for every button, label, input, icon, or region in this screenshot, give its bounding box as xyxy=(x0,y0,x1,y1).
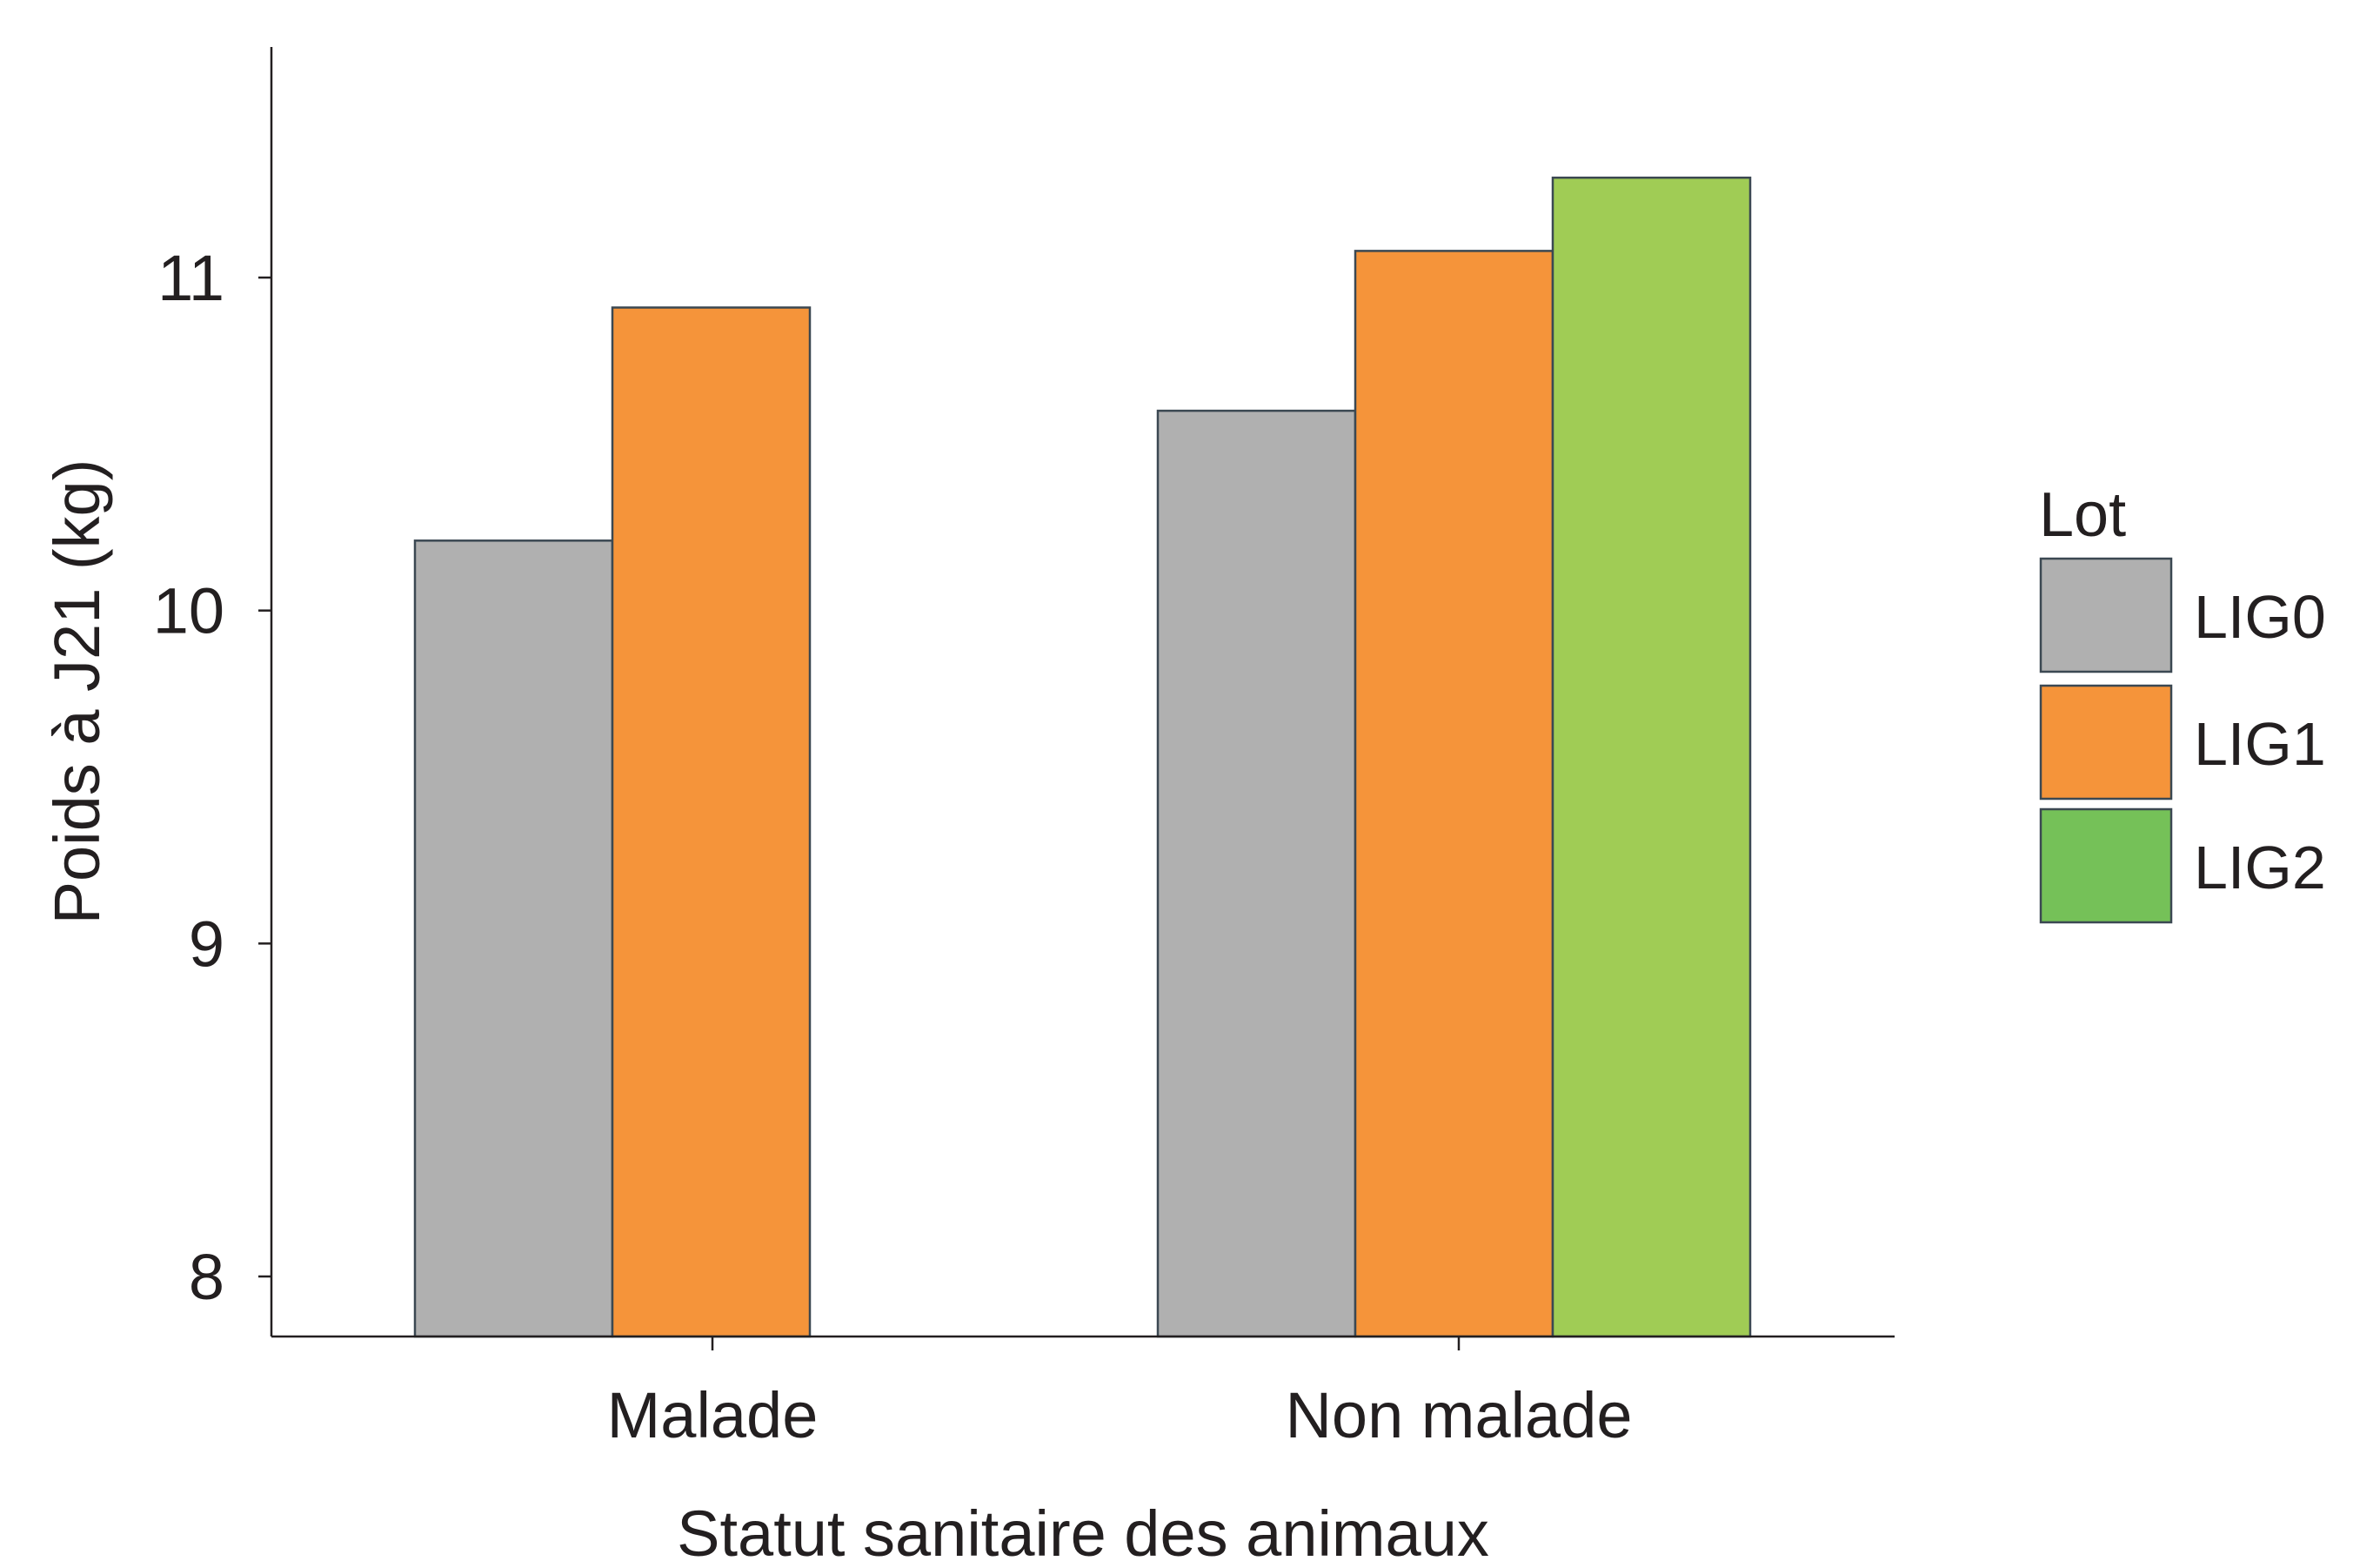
bar-lig1-non-malade xyxy=(1354,250,1554,1338)
legend-label-lig2: LIG2 xyxy=(2194,834,2326,901)
y-tick-label: 10 xyxy=(153,575,224,647)
bars-layer xyxy=(413,176,1752,1338)
legend-swatch-lig2 xyxy=(2039,807,2173,924)
bar-lig2-non-malade xyxy=(1551,176,1752,1338)
x-tick-label: Malade xyxy=(607,1379,819,1451)
y-tick-label: 11 xyxy=(157,242,224,314)
y-tick-label: 8 xyxy=(189,1241,224,1313)
legend-label-lig1: LIG1 xyxy=(2194,710,2326,778)
bar-lig0-malade xyxy=(413,539,614,1338)
axes-layer xyxy=(270,47,1895,1338)
legend-swatch-lig1 xyxy=(2039,684,2173,801)
legend-swatch-lig0 xyxy=(2039,557,2173,673)
x-ticks: Malade Non malade xyxy=(607,1337,1633,1451)
legend: Lot LIG0 LIG1 LIG2 xyxy=(2039,480,2326,924)
x-tick-label: Non malade xyxy=(1285,1379,1632,1451)
y-ticks: 8 9 10 11 xyxy=(153,242,271,1313)
bar-lig1-malade xyxy=(611,306,812,1338)
bar-lig0-non-malade xyxy=(1156,409,1357,1338)
legend-label-lig0: LIG0 xyxy=(2194,583,2326,651)
y-tick-label: 9 xyxy=(189,908,224,980)
x-axis-title: Statut sanitaire des animaux xyxy=(677,1497,1489,1557)
legend-title: Lot xyxy=(2039,480,2126,550)
y-axis-title: Poids à J21 (kg) xyxy=(41,459,113,925)
